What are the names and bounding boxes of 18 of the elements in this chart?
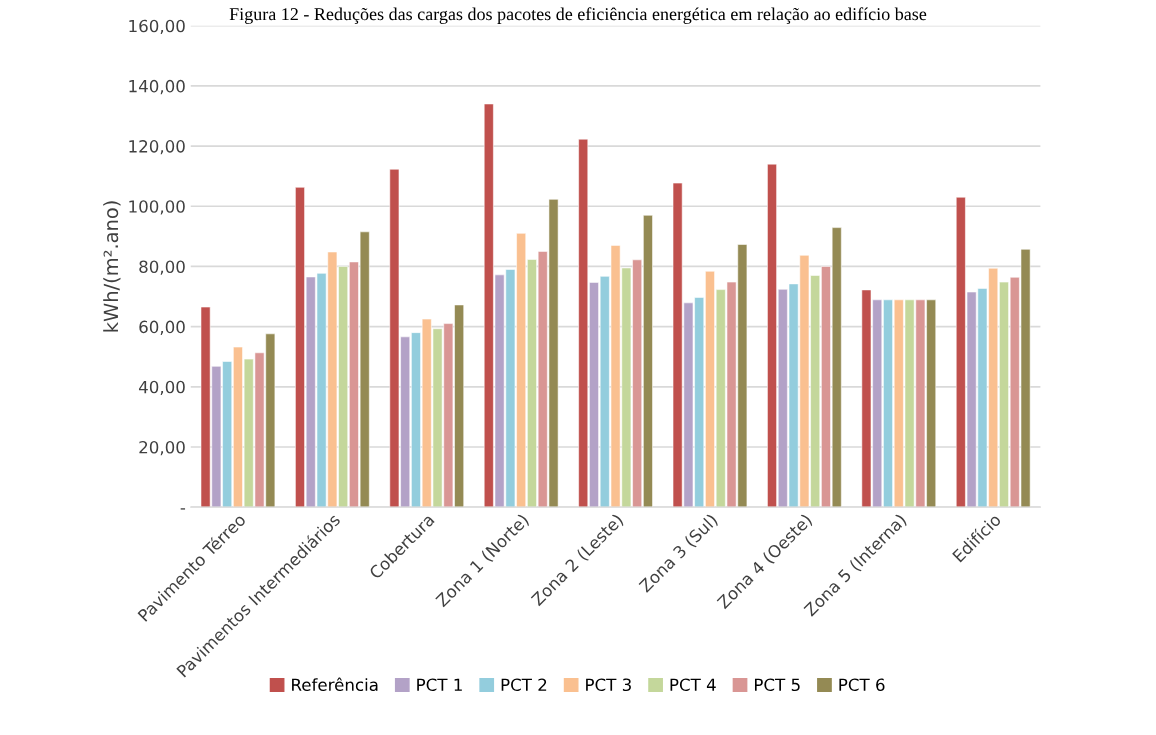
chart-title: Figura 12 - Reduções das cargas dos pacotes de eficiência energética em relação ao edifício base: [229, 7, 927, 24]
legend-label: PCT 4: [670, 678, 716, 692]
y-tick-label: 140,00: [129, 79, 185, 95]
y-tick-label: 20,00: [139, 440, 185, 456]
y-tick-label: 80,00: [139, 260, 185, 275]
legend-label: PCT 2: [501, 678, 547, 692]
legend-label: Referência: [292, 677, 378, 692]
y-tick-label: -: [180, 508, 186, 510]
legend-label: PCT 5: [754, 678, 800, 692]
legend-label: PCT 6: [839, 678, 885, 692]
legend-label: PCT 1: [417, 678, 462, 692]
y-axis-title: kWh/(m².ano): [103, 201, 121, 332]
y-tick-label: 40,00: [138, 380, 185, 396]
y-tick-label: 120,00: [129, 140, 185, 155]
y-tick-label: 60,00: [139, 320, 185, 335]
y-tick-label: 160,00: [129, 19, 185, 34]
legend-label: PCT 3: [586, 678, 631, 692]
y-tick-label: 100,00: [129, 200, 185, 215]
